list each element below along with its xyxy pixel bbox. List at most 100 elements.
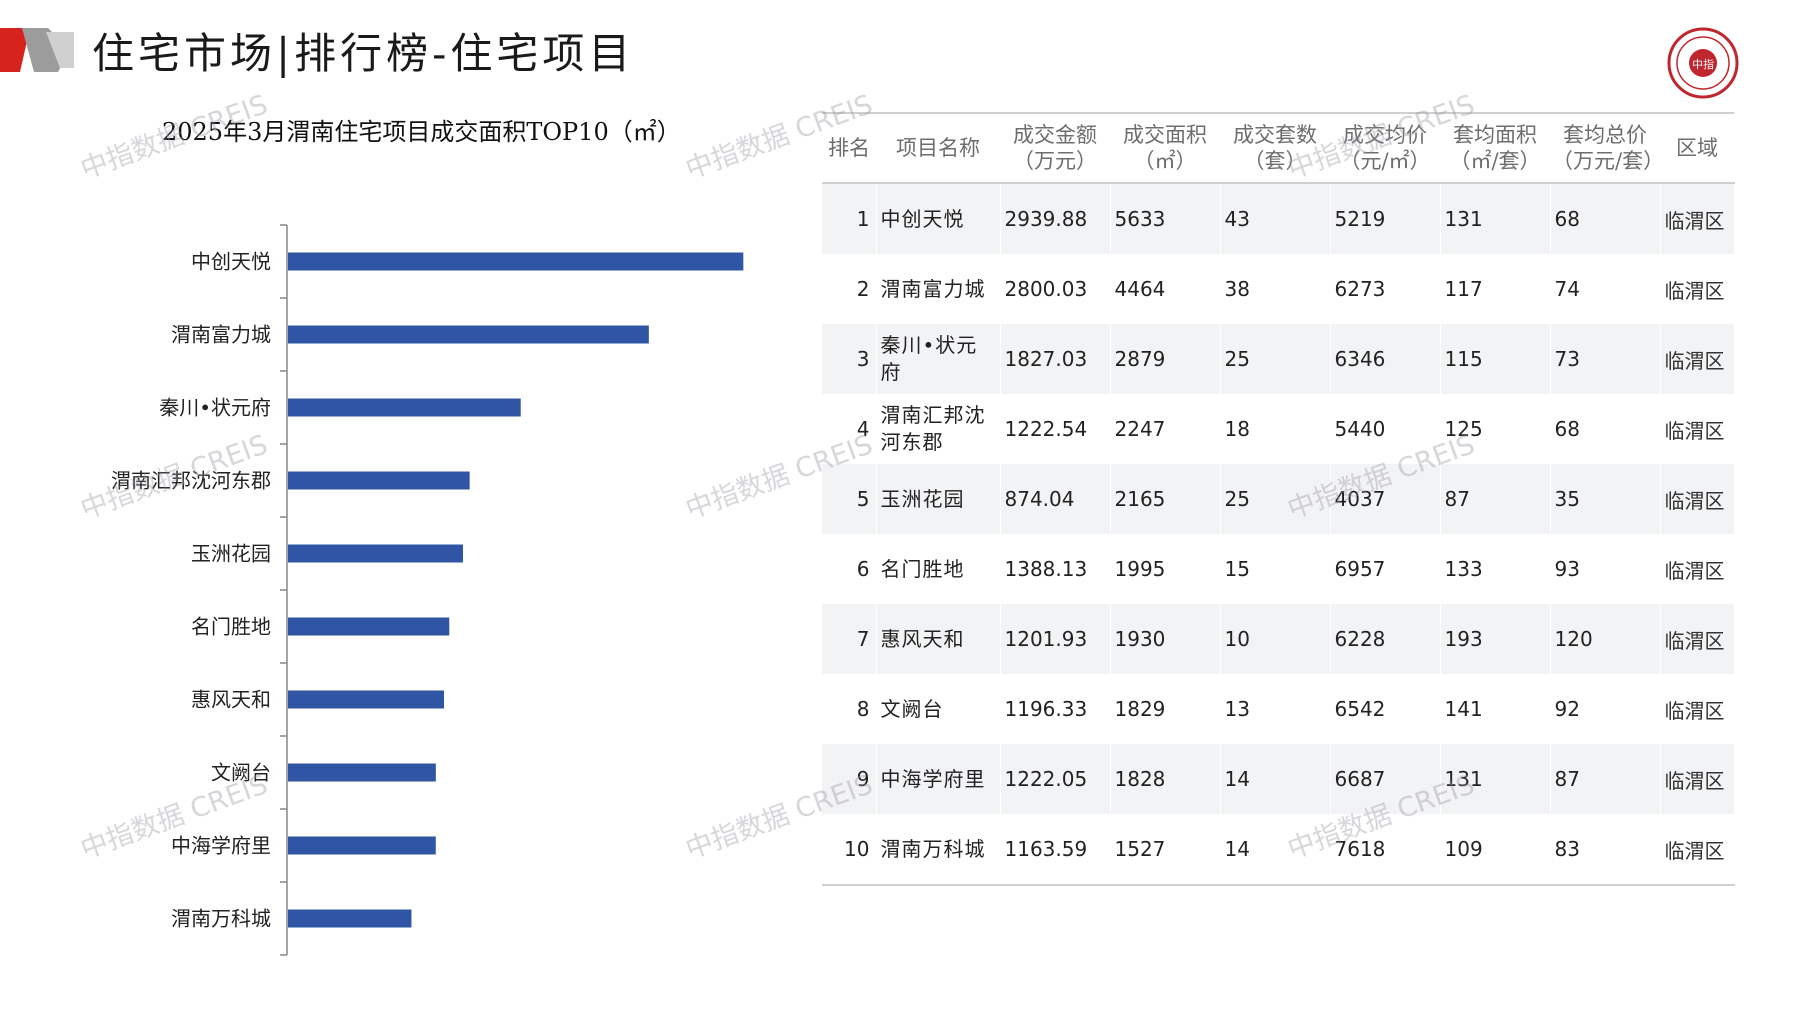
category-label: 名门胜地: [191, 615, 271, 639]
table-cell: 6273: [1330, 254, 1441, 324]
table-cell: 临渭区: [1660, 394, 1735, 464]
table-cell: 1222.05: [1000, 744, 1111, 814]
category-label: 惠风天和: [191, 688, 271, 712]
table-row: 5 玉洲花园 874.04 2165 25 4037 87 35 临渭区: [822, 464, 1735, 534]
table-cell: 1827.03: [1000, 324, 1111, 394]
bar-5: [288, 544, 464, 563]
table-cell: 93: [1550, 534, 1661, 604]
table-cell: 5633: [1110, 183, 1221, 254]
table-cell: 83: [1550, 814, 1661, 886]
table-cell: 193: [1440, 604, 1551, 674]
table-cell: 5219: [1330, 183, 1441, 254]
column-header-5: 成交套数 （套）: [1220, 112, 1330, 184]
table-cell: 109: [1440, 814, 1551, 886]
table-cell: 9: [822, 744, 877, 814]
table-row: 1 中创天悦 2939.88 5633 43 5219 131 68 临渭区: [822, 183, 1735, 254]
column-header-text: 成交金额: [1013, 123, 1097, 147]
table-cell: 4: [822, 394, 877, 464]
table-cell: 临渭区: [1660, 604, 1735, 674]
table-cell: 87: [1550, 744, 1661, 814]
logo-text: 中指: [1692, 57, 1714, 71]
bar-10: [288, 909, 412, 928]
table-cell: 14: [1220, 744, 1331, 814]
table-cell: 120: [1550, 604, 1661, 674]
table-cell: 2: [822, 254, 877, 324]
table-cell: 13: [1220, 674, 1331, 744]
bar-8: [288, 763, 436, 782]
column-header-text: 成交均价: [1343, 123, 1427, 147]
table-cell: 渭南汇邦沈河东郡: [876, 394, 1001, 464]
table-cell: 4037: [1330, 464, 1441, 534]
category-label: 中创天悦: [191, 250, 271, 274]
table-cell: 125: [1440, 394, 1551, 464]
column-header-3: 成交金额 （万元）: [1000, 112, 1110, 184]
table-cell: 14: [1220, 814, 1331, 886]
table-cell: 临渭区: [1660, 464, 1735, 534]
table-cell: 6687: [1330, 744, 1441, 814]
table-cell: 1196.33: [1000, 674, 1111, 744]
category-label: 秦川•状元府: [159, 396, 271, 420]
bar-7: [288, 690, 445, 709]
table-cell: 2800.03: [1000, 254, 1111, 324]
column-header-text: 成交面积: [1123, 123, 1207, 147]
table-cell: 名门胜地: [876, 534, 1001, 604]
table-cell: 133: [1440, 534, 1551, 604]
table-cell: 5: [822, 464, 877, 534]
table-cell: 1829: [1110, 674, 1221, 744]
column-header-text: 排名: [828, 136, 870, 160]
table-cell: 1828: [1110, 744, 1221, 814]
table-cell: 6957: [1330, 534, 1441, 604]
table-cell: 临渭区: [1660, 814, 1735, 886]
column-header-1: 排名: [822, 112, 876, 184]
table-cell: 1930: [1110, 604, 1221, 674]
table-cell: 中创天悦: [876, 183, 1001, 254]
table-cell: 7618: [1330, 814, 1441, 886]
table-cell: 38: [1220, 254, 1331, 324]
table-cell: 1527: [1110, 814, 1221, 886]
table-row: 4 渭南汇邦沈河东郡 1222.54 2247 18 5440 125 68 临渭区: [822, 394, 1735, 464]
column-header-4: 成交面积 （㎡）: [1110, 112, 1220, 184]
table-cell: 临渭区: [1660, 324, 1735, 394]
table-cell: 渭南万科城: [876, 814, 1001, 886]
column-header-9: 区域: [1660, 112, 1734, 184]
table-cell: 2939.88: [1000, 183, 1111, 254]
table-cell: 73: [1550, 324, 1661, 394]
table-cell: 临渭区: [1660, 183, 1735, 254]
table-cell: 5440: [1330, 394, 1441, 464]
table-cell: 141: [1440, 674, 1551, 744]
table-cell: 25: [1220, 324, 1331, 394]
table-cell: 文阙台: [876, 674, 1001, 744]
category-label: 渭南万科城: [171, 907, 271, 931]
table-cell: 874.04: [1000, 464, 1111, 534]
table-cell: 10: [1220, 604, 1331, 674]
column-header-text: （㎡）: [1133, 149, 1197, 173]
table-cell: 1388.13: [1000, 534, 1111, 604]
category-label: 渭南汇邦沈河东郡: [111, 469, 271, 493]
table-cell: 117: [1440, 254, 1551, 324]
table-cell: 1: [822, 183, 877, 254]
bar-1: [288, 252, 744, 271]
column-header-text: （㎡/套）: [1449, 149, 1541, 173]
table-cell: 6: [822, 534, 877, 604]
table-cell: 中海学府里: [876, 744, 1001, 814]
table-cell: 10: [822, 814, 877, 886]
column-header-text: 套均总价: [1563, 123, 1647, 147]
column-header-text: 项目名称: [896, 136, 980, 160]
table-cell: 68: [1550, 183, 1661, 254]
table-cell: 1995: [1110, 534, 1221, 604]
table-cell: 秦川•状元府: [876, 324, 1001, 394]
column-header-text: 套均面积: [1453, 123, 1537, 147]
table-cell: 115: [1440, 324, 1551, 394]
table-cell: 6228: [1330, 604, 1441, 674]
column-header-text: （万元）: [1013, 149, 1097, 173]
column-header-text: 成交套数: [1233, 123, 1317, 147]
table-cell: 131: [1440, 183, 1551, 254]
table-cell: 18: [1220, 394, 1331, 464]
column-header-text: 区域: [1676, 136, 1718, 160]
column-header-text: （万元/套）: [1552, 149, 1665, 173]
table-cell: 2247: [1110, 394, 1221, 464]
table-cell: 临渭区: [1660, 744, 1735, 814]
bar-2: [288, 325, 649, 344]
table-cell: 临渭区: [1660, 534, 1735, 604]
bar-6: [288, 617, 450, 636]
